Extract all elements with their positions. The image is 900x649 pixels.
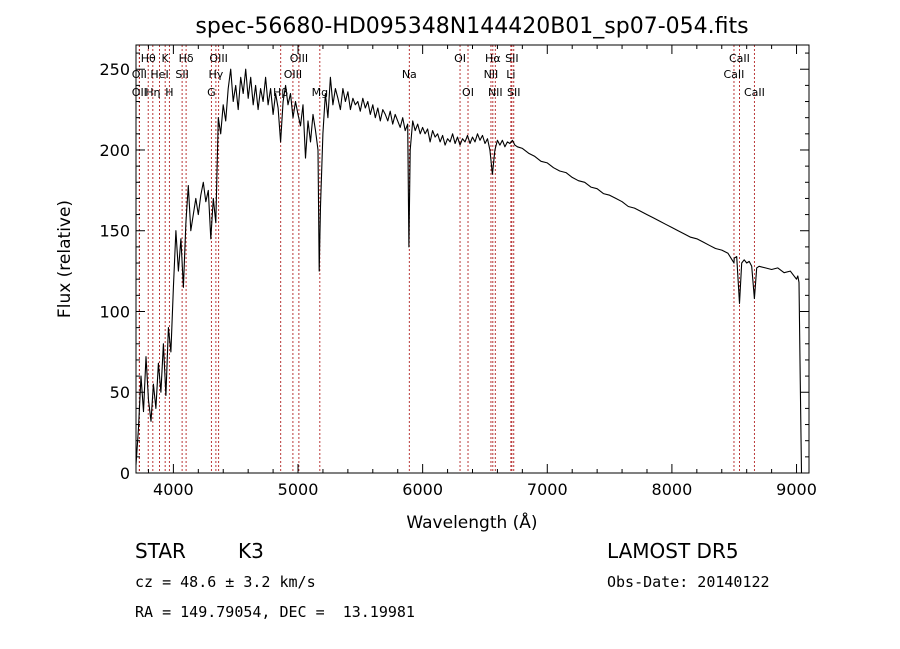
line-label-4: K — [162, 52, 170, 65]
line-label-8: Hδ — [179, 52, 194, 65]
x-tick-label-4: 8000 — [652, 480, 693, 499]
line-label-7: SII — [175, 68, 188, 81]
line-label-10: Hγ — [208, 68, 223, 81]
line-label-17: OI — [454, 52, 466, 65]
spectrum-series — [135, 68, 803, 474]
line-label-20: SII — [505, 52, 518, 65]
line-label-22: Li — [506, 68, 515, 81]
line-label-24: SII — [507, 86, 520, 99]
line-label-1: OII — [132, 68, 147, 81]
plot-frame — [135, 44, 810, 474]
x-axis: 4000 5000 6000 7000 8000 9000 — [147, 45, 817, 499]
spectral-line-markers — [138, 45, 755, 473]
x-tick-label-0: 4000 — [153, 480, 194, 499]
y-tick-label-1: 50 — [110, 383, 130, 402]
line-label-11: G — [207, 86, 216, 99]
line-label-6: H — [165, 86, 173, 99]
y-tick-label-2: 100 — [99, 302, 130, 321]
line-label-21: NII — [484, 68, 499, 81]
line-label-18: OI — [462, 86, 474, 99]
y-axis-label: Flux (relative) — [55, 200, 75, 318]
line-label-3: Hη — [145, 86, 160, 99]
line-label-12: OIII — [290, 52, 308, 65]
line-label-0: Hθ — [141, 52, 156, 65]
line-label-23: NII — [488, 86, 503, 99]
spectrum-line — [135, 68, 803, 474]
survey-name: LAMOST DR5 — [607, 539, 739, 563]
x-axis-label: Wavelength (Å) — [406, 511, 537, 533]
chart-title: spec-56680-HD095348N144420B01_sp07-054.f… — [195, 14, 748, 39]
line-label-13: OIII — [284, 68, 302, 81]
coordinates: RA = 149.79054, DEC = 13.19981 — [135, 603, 415, 621]
object-subclass: K3 — [238, 539, 264, 563]
y-tick-label-3: 150 — [99, 222, 130, 241]
x-tick-label-3: 7000 — [527, 480, 568, 499]
line-label-9: OIII — [209, 52, 227, 65]
line-label-27: CaII — [744, 86, 765, 99]
line-label-26: CaII — [724, 68, 745, 81]
line-label-19: Hα — [485, 52, 501, 65]
x-tick-label-5: 9000 — [776, 480, 817, 499]
x-tick-label-2: 6000 — [402, 480, 443, 499]
y-axis: 0 50 100 150 200 250 — [99, 52, 809, 483]
object-class: STAR — [135, 539, 186, 563]
line-label-16: Na — [402, 68, 417, 81]
y-tick-label-5: 250 — [99, 60, 130, 79]
observation-date: Obs-Date: 20140122 — [607, 573, 770, 591]
y-tick-label-4: 200 — [99, 141, 130, 160]
line-label-25: CaII — [729, 52, 750, 65]
y-tick-label-0: 0 — [120, 464, 130, 483]
line-label-5: HeI — [150, 68, 168, 81]
x-tick-label-1: 5000 — [278, 480, 319, 499]
line-label-15: Mg — [312, 86, 328, 99]
redshift-velocity: cz = 48.6 ± 3.2 km/s — [135, 573, 316, 591]
